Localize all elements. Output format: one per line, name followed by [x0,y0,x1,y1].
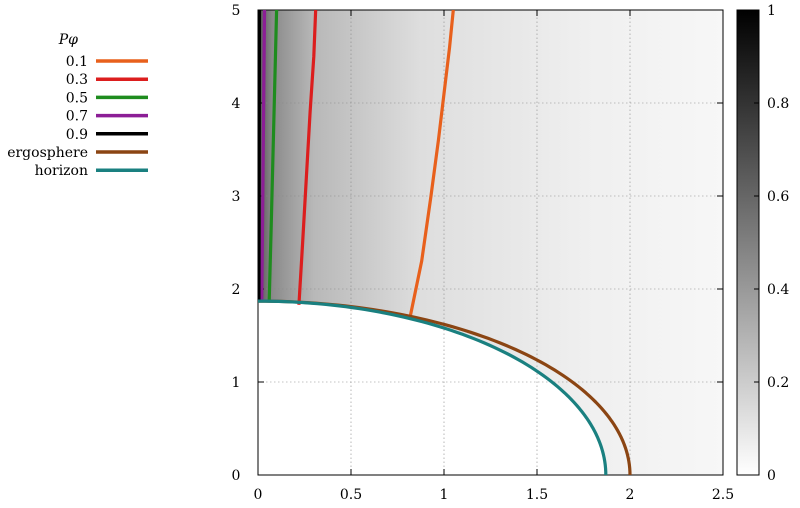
colorbar-tick-label: 0.8 [767,96,789,112]
legend-label: 0.9 [66,127,88,143]
colorbar-gradient [736,9,760,476]
field-region [258,10,723,475]
x-tick-label: 2 [626,487,635,503]
legend-label: horizon [35,163,88,179]
x-tick-label: 2.5 [712,487,734,503]
series-line-horizon [258,299,608,475]
legend-label: ergosphere [7,145,88,161]
colorbar-tick-label: 0.4 [767,282,789,298]
colorbar-tick-label: 0 [767,468,776,484]
legend-title: Pφ [58,32,78,48]
legend-label: 0.7 [66,109,88,125]
series-line-0-3 [297,10,318,305]
colorbar-tick-label: 0.6 [767,189,789,205]
y-tick-label: 5 [232,3,241,19]
series-line-0-7 [260,10,267,302]
x-tick-label: 1 [440,487,449,503]
colorbar-tick-label: 0.2 [767,375,789,391]
y-tick-label: 3 [232,189,241,205]
grid [258,10,723,475]
x-tick-label: 1.5 [526,487,548,503]
series-line-0-5 [267,10,279,303]
series-line-0-9 [258,10,262,302]
y-tick-label: 2 [232,282,241,298]
series-line-0-1 [408,10,455,316]
colorbar: 0 0.2 0.4 0.6 0.8 1 [736,3,789,484]
y-tick-label: 4 [232,96,241,112]
field-shading [258,10,723,475]
y-tick-label: 0 [232,468,241,484]
colorbar-tick-label: 1 [767,3,776,19]
x-tick-label: 0.5 [340,487,362,503]
legend-label: 0.5 [66,90,88,106]
axes: 0 0.5 1 1.5 2 2.5 0 1 2 3 4 5 [232,3,735,503]
y-tick-label: 1 [232,375,241,391]
horizon-interior [258,301,606,475]
x-tick-label: 0 [254,487,263,503]
series [258,10,632,475]
legend-label: 0.3 [66,72,88,88]
legend-label: 0.1 [66,54,88,70]
legend: Pφ 0.1 0.3 0.5 0.7 0.9 ergosphere horizon [7,32,148,179]
